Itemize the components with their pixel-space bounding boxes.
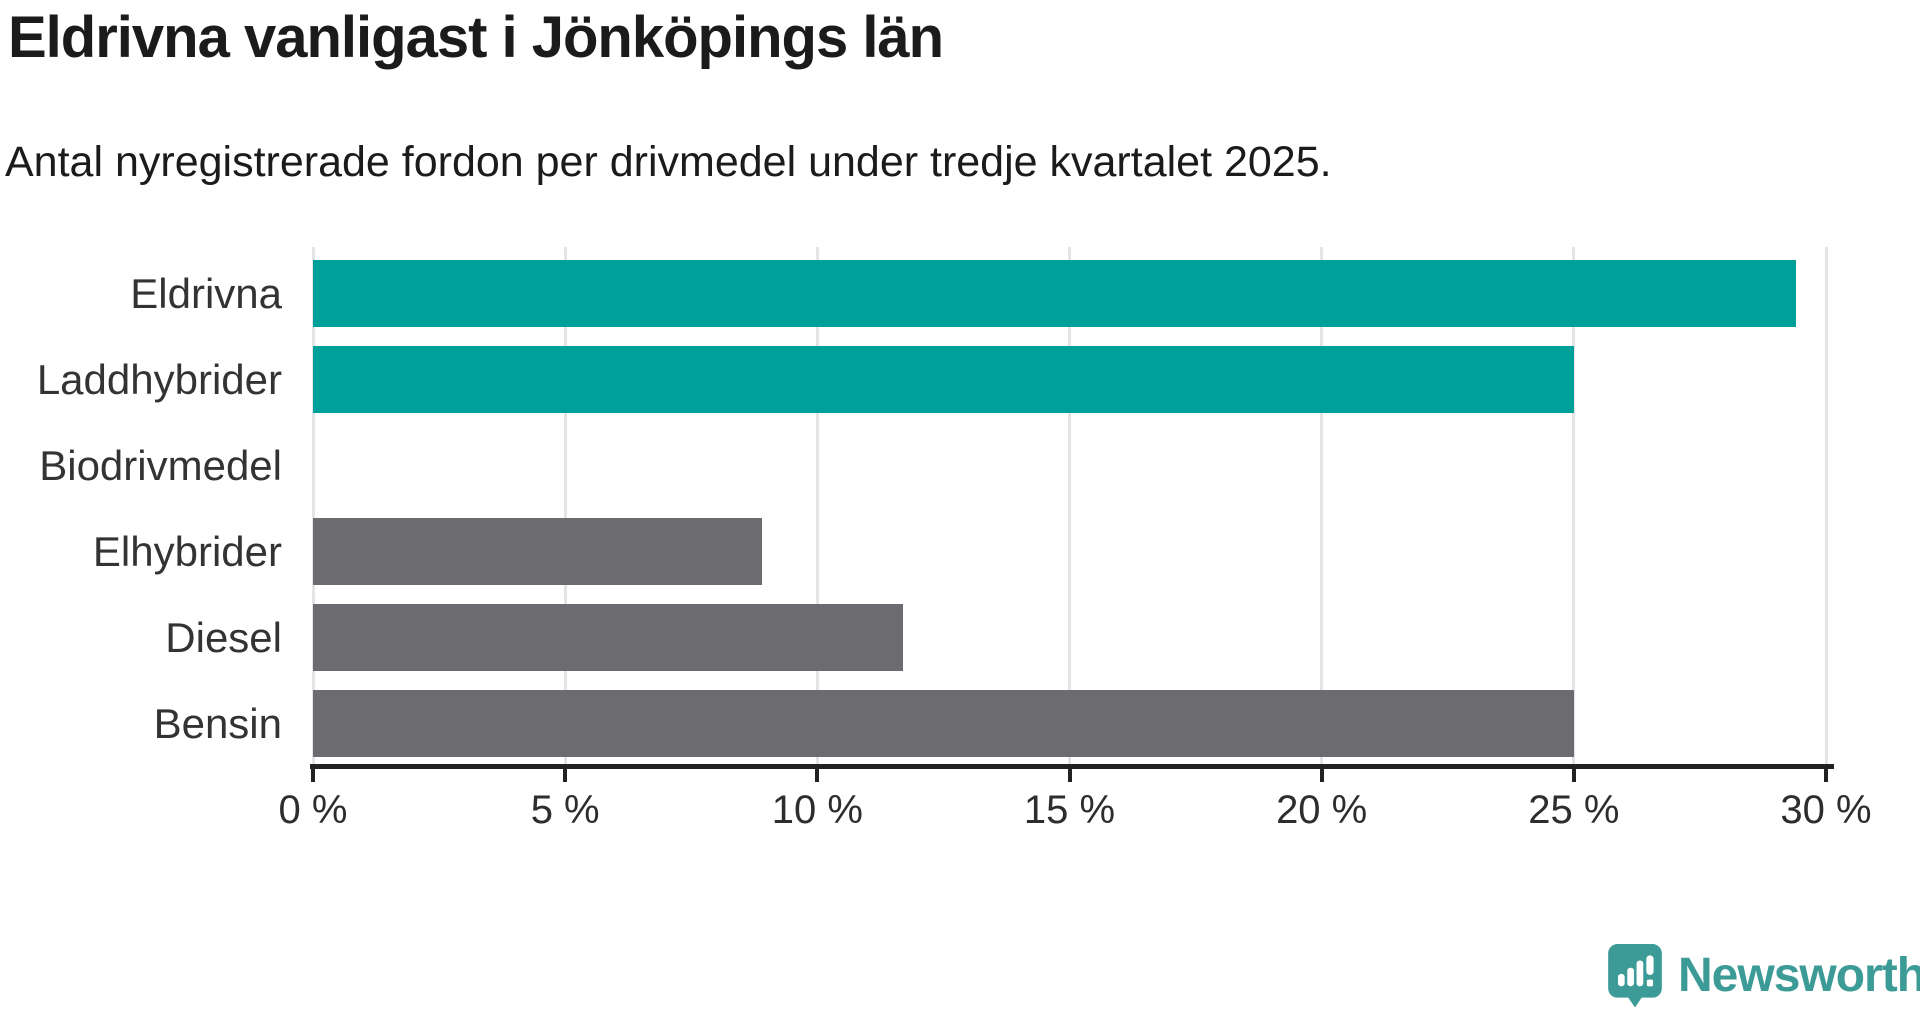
brand-logo: Newsworthy — [1608, 944, 1920, 1008]
bar-row-diesel — [313, 604, 1826, 671]
plot-area — [311, 247, 1828, 764]
x-tick-label-30: 30 % — [1780, 788, 1872, 832]
gridline-25-percent — [1572, 247, 1576, 764]
gridline-10-percent — [815, 247, 819, 764]
category-label-laddhybrider: Laddhybrider — [36, 356, 282, 403]
gridline-20-percent — [1320, 247, 1324, 764]
bar-row-eldrivna — [313, 260, 1826, 327]
bar-row-bensin — [313, 690, 1826, 757]
bar-row-laddhybrider — [313, 346, 1826, 413]
bar-eldrivna — [313, 260, 1796, 327]
x-tick-20 — [1319, 769, 1324, 782]
x-tick-30 — [1824, 769, 1828, 782]
chart-subtitle: Antal nyregistrerade fordon per drivmede… — [5, 138, 1332, 186]
x-tick-15 — [1067, 769, 1072, 782]
newsworthy-icon — [1608, 944, 1662, 1008]
x-axis-line — [310, 764, 1834, 769]
chart-title: Eldrivna vanligast i Jönköpings län — [8, 5, 944, 70]
x-tick-label-15: 15 % — [1023, 788, 1116, 832]
category-label-diesel: Diesel — [165, 614, 282, 661]
x-tick-25 — [1571, 769, 1576, 782]
brand-name: Newsworthy — [1678, 949, 1920, 1002]
x-tick-label-25: 25 % — [1528, 788, 1620, 832]
category-label-bensin: Bensin — [153, 700, 282, 747]
bar-elhybrider — [313, 518, 762, 585]
bar-diesel — [313, 604, 904, 671]
x-tick-label-0: 0 % — [278, 788, 348, 832]
gridline-5-percent — [563, 247, 567, 764]
category-label-biodrivmedel: Biodrivmedel — [39, 442, 282, 489]
y-axis-category-labels: Eldrivna Laddhybrider Biodrivmedel Elhybrid… — [0, 247, 282, 764]
x-tick-10 — [815, 769, 820, 782]
x-tick-label-5: 5 % — [530, 788, 600, 832]
gridline-0-percent — [311, 247, 315, 764]
x-tick-label-10: 10 % — [771, 788, 863, 832]
x-tick-0 — [311, 769, 315, 782]
gridline-30-percent — [1824, 247, 1828, 764]
category-label-eldrivna: Eldrivna — [130, 270, 282, 317]
x-tick-5 — [563, 769, 568, 782]
gridline-15-percent — [1068, 247, 1071, 764]
category-label-elhybrider: Elhybrider — [92, 528, 282, 575]
x-tick-label-20: 20 % — [1276, 788, 1368, 832]
bar-row-elhybrider — [313, 518, 1826, 585]
bar-bensin — [313, 690, 1574, 757]
bar-laddhybrider — [313, 346, 1574, 413]
